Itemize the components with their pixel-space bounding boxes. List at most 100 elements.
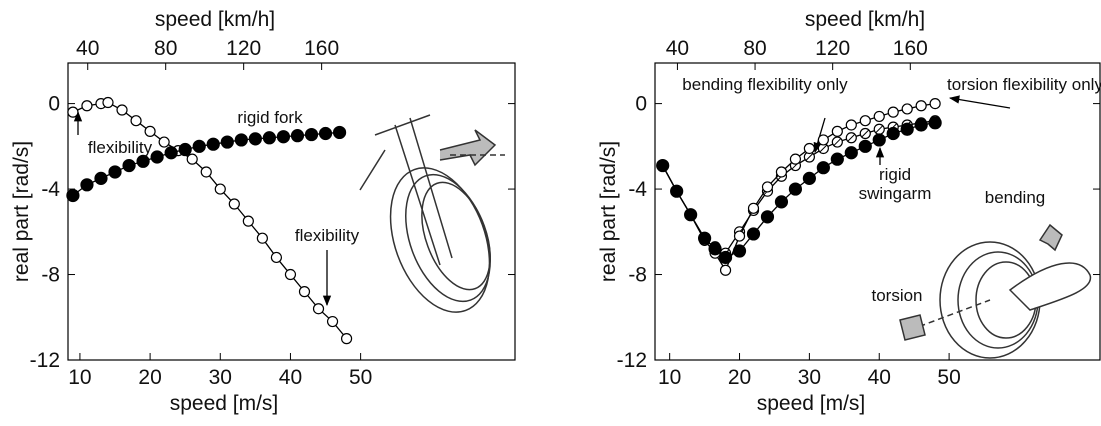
data-point (816, 161, 830, 175)
y-tick-label: -12 (617, 349, 647, 372)
series-label: bending flexibility only (682, 75, 848, 94)
arrows (73, 95, 1011, 307)
data-point (276, 130, 291, 144)
series-label: flexibility (87, 138, 153, 157)
data-point (290, 129, 305, 143)
data-point (200, 166, 212, 178)
data-point (887, 106, 899, 118)
data-point (747, 202, 760, 214)
y-axis-label: real part [rad/s] (597, 141, 620, 282)
point-cross (819, 144, 828, 153)
data-point (220, 135, 234, 149)
data-point (914, 118, 928, 132)
y-axis-label: real part [rad/s] (10, 141, 33, 282)
plot-frame (67, 62, 516, 361)
data-point (164, 146, 178, 160)
point-cross (833, 138, 842, 146)
data-point (326, 315, 339, 328)
data-point (262, 131, 276, 145)
x-tick-label: 50 (349, 366, 372, 389)
data-point (929, 97, 941, 110)
data-point (178, 142, 192, 157)
data-point (242, 215, 254, 227)
data-point (108, 165, 122, 179)
x2-tick-label: 40 (666, 37, 689, 60)
y-tick-label: 0 (48, 93, 60, 116)
data-point (312, 303, 325, 315)
x2-tick-label: 160 (893, 37, 928, 60)
data-point (102, 96, 114, 109)
x-tick-label: 10 (68, 366, 91, 389)
data-point (206, 137, 220, 151)
data-point (774, 195, 789, 209)
x2-tick-label: 80 (154, 37, 177, 60)
series-label: flexibility (294, 226, 360, 245)
point-cross (861, 129, 870, 138)
data-point (234, 133, 248, 147)
y-tick-label: 0 (635, 93, 647, 116)
x-tick-label: 50 (937, 366, 960, 389)
data-point (859, 115, 871, 127)
data-point (80, 178, 94, 192)
data-point (872, 133, 886, 147)
data-point (831, 125, 843, 137)
x2-tick-label: 80 (743, 37, 766, 60)
data-point (340, 333, 353, 345)
data-point (719, 264, 732, 276)
data-point (684, 208, 698, 222)
data-point (656, 158, 670, 173)
data-point (66, 188, 80, 203)
y-tick-label: -4 (628, 178, 647, 201)
data-point (928, 116, 942, 130)
annotation: bending (984, 188, 1046, 207)
data-point (670, 184, 684, 198)
x-axis-label: speed [m/s] (757, 392, 866, 415)
y-tick-label: -8 (628, 264, 647, 287)
data-point (708, 242, 722, 256)
point-cross (875, 125, 884, 134)
x2-axis-label: speed [km/h] (805, 8, 925, 31)
y-tick-label: -8 (41, 264, 60, 287)
data-point (228, 198, 240, 210)
plot-frame (654, 62, 1101, 361)
data-point (130, 115, 142, 127)
data-point (858, 139, 872, 153)
data-point (304, 127, 319, 142)
data-point (817, 134, 829, 146)
data-point (900, 122, 914, 136)
x-tick-label: 10 (658, 366, 681, 389)
data-point (732, 244, 747, 258)
data-point (332, 125, 347, 140)
data-point (788, 182, 803, 196)
data-point (136, 154, 150, 168)
x-tick-label: 30 (798, 366, 821, 389)
data-point (150, 150, 164, 164)
illustration (359, 114, 1092, 359)
data-point (803, 142, 815, 155)
data-point (67, 106, 79, 118)
data-point (318, 126, 333, 141)
x2-tick-label: 40 (76, 37, 99, 60)
data-point (256, 232, 268, 244)
series-label: rigid swingarm (858, 165, 932, 203)
x2-tick-label: 120 (815, 37, 850, 60)
data-point (298, 286, 311, 298)
data-point (845, 119, 857, 131)
series-label: torsion flexibility only (947, 75, 1101, 94)
data-point (697, 231, 712, 245)
data-point (116, 104, 128, 116)
data-point (886, 126, 900, 141)
data-point (122, 158, 136, 173)
data-point (144, 125, 156, 137)
y-tick-label: -12 (30, 349, 60, 372)
x-tick-label: 40 (868, 366, 891, 389)
data-point (873, 110, 885, 123)
data-point (186, 153, 198, 165)
data-point (830, 152, 844, 166)
data-point (192, 139, 206, 153)
x-axis-label: speed [m/s] (170, 392, 279, 415)
data-point (789, 153, 802, 165)
data-point (760, 210, 775, 224)
data-point (718, 250, 733, 265)
